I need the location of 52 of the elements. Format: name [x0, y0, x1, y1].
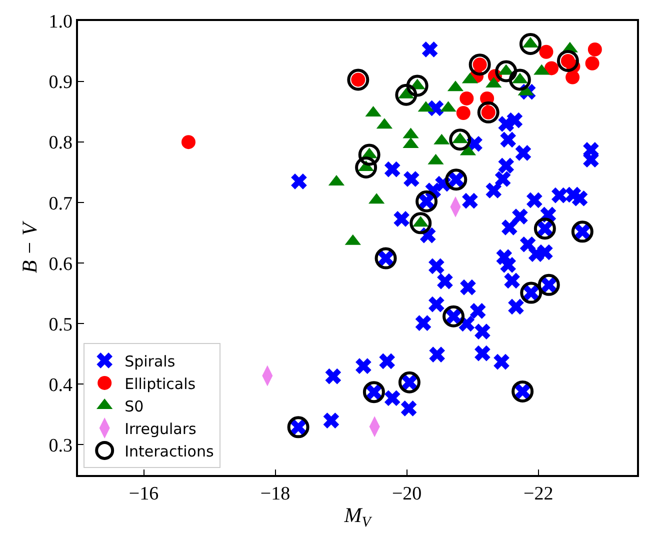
point [374, 247, 397, 270]
point [460, 91, 474, 106]
point [355, 156, 378, 178]
y-tick-label: 0.4 [48, 374, 73, 396]
x-tick-label: −18 [260, 484, 290, 505]
x-tick-label: −22 [523, 484, 554, 505]
point [445, 168, 468, 191]
y-tick-label: 1.0 [48, 12, 72, 33]
point [556, 50, 579, 72]
y-tick-label: 0.7 [48, 193, 72, 214]
point [416, 190, 438, 212]
point [181, 135, 196, 150]
point [456, 106, 470, 120]
point [362, 381, 385, 404]
y-axis-title: B − V [17, 220, 42, 274]
point [519, 33, 542, 55]
point [358, 144, 380, 166]
point [442, 305, 465, 328]
point [495, 60, 518, 82]
point [347, 68, 370, 91]
point [539, 44, 554, 59]
point [477, 101, 500, 124]
point [449, 128, 472, 151]
legend-label: S0 [124, 397, 144, 416]
point [406, 74, 428, 97]
point [588, 42, 602, 56]
point [468, 54, 491, 76]
y-tick-label: 0.5 [48, 314, 72, 336]
x-tick-label: −16 [128, 484, 159, 505]
point [571, 220, 594, 243]
x-axis-title: M$_{V}$ [343, 503, 373, 531]
point [585, 56, 600, 70]
x-tick-label: −20 [392, 484, 422, 505]
y-tick-label: 0.3 [48, 435, 72, 456]
point [287, 416, 310, 438]
point [566, 70, 580, 84]
point [520, 282, 542, 304]
legend-label: Interactions [124, 442, 214, 460]
y-tick-label: 0.9 [48, 72, 72, 94]
point [395, 84, 418, 106]
y-tick-label: 0.6 [48, 254, 72, 275]
point [544, 61, 559, 76]
point [534, 218, 556, 240]
point [398, 371, 420, 394]
y-tick-label: 0.8 [48, 132, 72, 154]
point [512, 380, 534, 402]
point [538, 274, 560, 296]
legend-label: Ellipticals [124, 374, 196, 393]
legend-label: Spirals [124, 352, 176, 370]
point [508, 68, 531, 91]
point [410, 212, 432, 234]
legend-label: Irregulars [124, 420, 197, 438]
